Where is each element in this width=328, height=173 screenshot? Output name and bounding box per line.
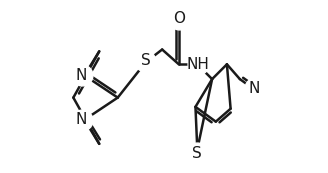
Text: NH: NH [187,57,210,72]
Text: N: N [76,112,87,127]
Text: N: N [249,81,260,96]
Text: S: S [193,146,202,161]
Text: O: O [173,11,185,26]
Text: N: N [76,68,87,83]
Text: S: S [141,53,150,68]
